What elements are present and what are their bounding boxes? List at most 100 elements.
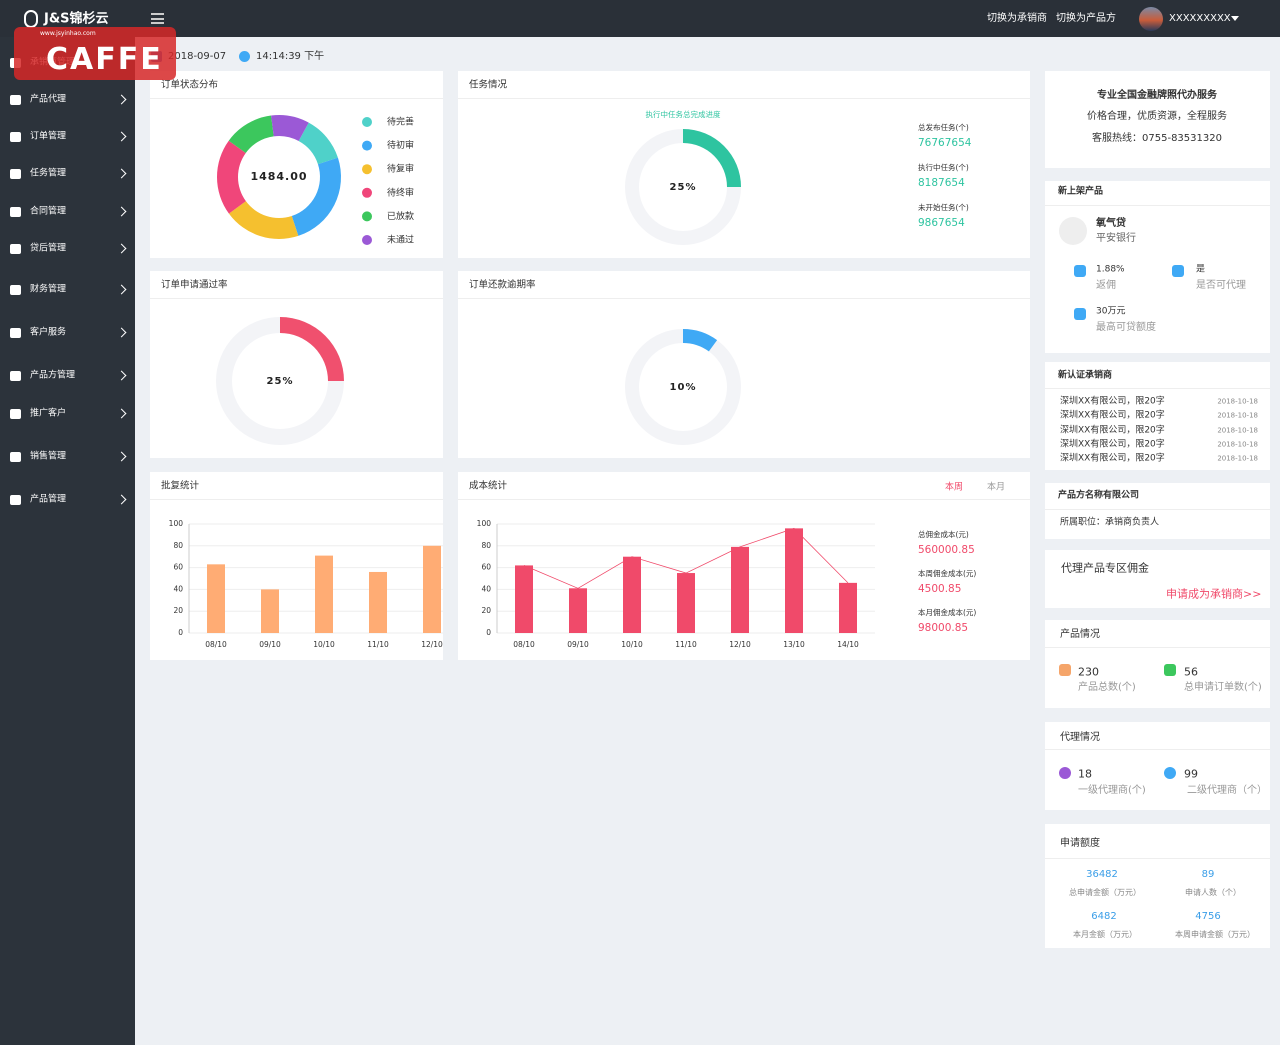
chart-tab[interactable]: 本月	[987, 481, 1005, 493]
stat-label: 返佣	[1096, 280, 1116, 291]
y-tick-label: 0	[486, 628, 491, 637]
menu-icon	[10, 169, 21, 179]
x-tick-label: 10/10	[313, 640, 335, 649]
bar	[207, 564, 225, 633]
stat-value: 8187654	[918, 177, 965, 189]
header-link[interactable]: 切换为产品方	[1056, 13, 1116, 24]
menu-chevron	[116, 494, 127, 505]
bar	[839, 582, 857, 633]
stat-label: 产品总数(个)	[1078, 682, 1136, 693]
legend-label: 待完善	[387, 116, 414, 128]
quota-value: 4756	[1195, 911, 1221, 922]
menu-chevron	[116, 168, 127, 179]
menu-item[interactable]: 财务管理	[30, 284, 67, 295]
x-tick-label: 13/10	[783, 640, 805, 649]
menu-chevron	[116, 284, 127, 295]
quota-label: 总申请金额（万元）	[1069, 888, 1141, 897]
donut-segment	[271, 115, 309, 142]
quota-label: 申请人数（个）	[1185, 888, 1241, 897]
menu-chevron	[116, 370, 127, 381]
menu-toggle[interactable]	[151, 13, 164, 24]
company-card: 产品方名称有限公司 所属职位：承销商负责人	[1045, 483, 1270, 539]
menu-item[interactable]: 任务管理	[30, 168, 67, 179]
card-header	[1045, 181, 1270, 206]
menu-item[interactable]: 合同管理	[30, 206, 67, 217]
menu-item[interactable]: 产品管理	[30, 494, 67, 505]
stat-value: 9867654	[918, 217, 965, 229]
x-tick-label: 14/10	[837, 640, 859, 649]
stat-label: 是否可代理	[1196, 280, 1246, 291]
y-tick-label: 80	[481, 541, 491, 550]
apply-link[interactable]: 申请成为承销商>>	[1166, 587, 1262, 601]
progress-arc	[683, 329, 718, 352]
underwriter-name[interactable]: 深圳XX有限公司，限20字	[1060, 410, 1165, 421]
menu-item[interactable]: 订单管理	[30, 131, 67, 142]
legend-label: 待初审	[387, 139, 414, 151]
card-header	[1045, 620, 1270, 648]
menu-chevron	[116, 131, 127, 142]
menu-item[interactable]: 销售管理	[30, 451, 67, 462]
underwriter-name[interactable]: 深圳XX有限公司，限20字	[1060, 396, 1165, 407]
menu-item[interactable]: 产品代理	[30, 94, 67, 105]
date: 2018-09-07	[168, 51, 227, 62]
watermark: CAFFE www.jsyinhao.com	[14, 27, 176, 80]
menu-item[interactable]: 产品方管理	[30, 370, 76, 381]
x-tick-label: 09/10	[567, 640, 589, 649]
underwriter-date: 2018-10-18	[1217, 397, 1258, 406]
legend-swatch	[362, 140, 372, 151]
x-tick-label: 11/10	[675, 640, 697, 649]
product-bank: 平安银行	[1096, 233, 1136, 244]
underwriter-date: 2018-10-18	[1217, 426, 1258, 435]
menu-chevron	[116, 451, 127, 462]
stat-label: 二级代理商（个）	[1187, 785, 1267, 796]
avatar[interactable]	[1139, 7, 1163, 31]
stat-label: 总申请订单数(个)	[1184, 682, 1262, 693]
y-tick-label: 60	[173, 563, 183, 572]
menu-chevron	[116, 206, 127, 217]
donut-segment	[228, 201, 299, 239]
time-icon	[239, 51, 250, 62]
card-title: 新认证承销商	[1058, 370, 1113, 381]
underwriter-name[interactable]: 深圳XX有限公司，限20字	[1060, 453, 1165, 464]
menu-item[interactable]: 推广客户	[30, 408, 67, 419]
y-tick-label: 100	[477, 519, 492, 528]
stat-value: 30万元	[1096, 306, 1126, 317]
chart-card: 批复统计 0 20 40 60 80 100 08/10 09/10 10/10 11/10 12/1…	[150, 472, 697, 660]
card-title: 新上架产品	[1058, 186, 1104, 197]
card-title: 产品情况	[1060, 629, 1100, 640]
bar	[785, 528, 803, 633]
y-tick-label: 0	[178, 628, 183, 637]
user-name[interactable]: XXXXXXXXX	[1169, 13, 1231, 24]
x-tick-label: 08/10	[513, 640, 535, 649]
legend-swatch	[362, 211, 372, 222]
menu-item[interactable]: 贷后管理	[30, 243, 67, 254]
header-link[interactable]: 切换为承销商	[987, 13, 1047, 24]
chart-card: 成本统计 0 20 40 60 80 100 08/10 09/10 10/10 11/10 12/1…	[458, 472, 1030, 660]
top-bar: J&S锦杉云 切换为承销商 切换为产品方 XXXXXXXXX	[0, 0, 1280, 37]
stat-value: 99	[1184, 767, 1198, 781]
company-name: 产品方名称有限公司	[1058, 490, 1140, 501]
menu-item[interactable]: 客户服务	[30, 327, 67, 338]
stat-icon	[1164, 664, 1176, 676]
chart-card: 订单状态分布 待完善 待初审 待复审 待终审 已放款 未通过 1484.00	[150, 71, 443, 258]
underwriter-date: 2018-10-18	[1217, 411, 1258, 420]
chart-tab[interactable]: 本周	[945, 481, 963, 493]
stat-value: 98000.85	[918, 622, 968, 634]
underwriter-name[interactable]: 深圳XX有限公司，限20字	[1060, 425, 1165, 436]
underwriter-name[interactable]: 深圳XX有限公司，限20字	[1060, 439, 1165, 450]
legend-label: 待复审	[387, 163, 414, 175]
time: 14:14:39 下午	[256, 51, 325, 62]
menu-chevron	[116, 94, 127, 105]
product-image	[1059, 217, 1087, 245]
stat-icon	[1164, 767, 1176, 779]
progress-label: 10%	[670, 382, 697, 393]
menu-icon	[10, 95, 21, 105]
user-caret[interactable]	[1231, 16, 1239, 21]
bar	[423, 545, 441, 633]
product-name[interactable]: 氧气贷	[1096, 218, 1126, 229]
stat-label: 未开始任务(个)	[918, 202, 969, 212]
y-tick-label: 40	[481, 584, 491, 593]
menu-icon	[10, 207, 21, 217]
